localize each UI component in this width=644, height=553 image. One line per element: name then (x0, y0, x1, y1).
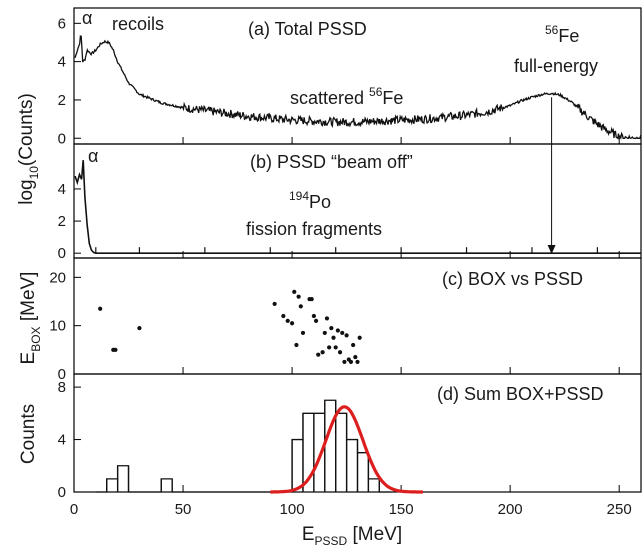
panel-b-ytick-label: 4 (58, 181, 66, 198)
panel-c-scatter-point (296, 294, 301, 299)
scattered-mass-number: 56 (369, 85, 383, 99)
panel-b-spectrum-line (74, 160, 641, 254)
panel-b-title: (b) PSSD “beam off” (250, 152, 413, 172)
ylabel-log-base: 10 (27, 166, 41, 180)
panel-a-recoils-label: recoils (112, 14, 164, 34)
panel-c-scatter-point (320, 350, 325, 355)
x-tick-label: 50 (175, 501, 192, 518)
panel-a-title: (a) Total PSSD (248, 19, 367, 39)
panel-b-title-main: (b) PSSD (250, 152, 331, 172)
po-mass-number: 194 (289, 189, 309, 203)
ylabel-mev: [MeV] (18, 272, 39, 327)
panel-a-ytick-label: 4 (58, 54, 66, 71)
panel-c-scatter-point (292, 289, 297, 294)
xlabel-e: E (302, 524, 315, 545)
panel-a-spectrum-line (74, 35, 642, 141)
ylabel-box-sub: BOX (29, 326, 43, 351)
panel-c-scatter-point (329, 325, 334, 331)
panel-c-scatter-point (348, 359, 354, 365)
panel-c-scatter-point (300, 330, 306, 336)
panel-c-ytick-label: 20 (49, 269, 66, 286)
panel-c-scatter-point (298, 304, 303, 309)
x-tick-label: 100 (280, 501, 305, 518)
panel-a-alpha-label: α (82, 8, 92, 28)
panel-b-ytick-label: 0 (58, 245, 66, 262)
panel-a-fe-label: 56Fe (545, 23, 579, 46)
panel-b-ytick-label: 2 (58, 213, 66, 230)
panel-b-alpha-label: α (88, 146, 98, 166)
panel-c-scatter-point (285, 318, 290, 323)
panel-c-scatter-point (335, 328, 340, 333)
scattered-element: Fe (382, 88, 403, 108)
panel-c-scatter-point (309, 296, 314, 302)
x-tick-label: 250 (607, 501, 632, 518)
panel-d-ytick-label: 0 (58, 484, 66, 501)
panel-c-scatter-point (331, 335, 336, 340)
panel-c-scatter-point (327, 345, 332, 350)
ylabel-counts: (Counts) (16, 93, 37, 166)
panel-c-scatter-point (281, 313, 286, 319)
ylabel-e: E (18, 352, 39, 365)
panel-c-scatter-point (357, 335, 362, 340)
panel-d-ytick-label: 4 (58, 432, 66, 449)
x-tick-label: 200 (498, 501, 523, 518)
panel-c-scatter-point (113, 347, 118, 352)
panel-d-y-axis-label: Counts (18, 404, 39, 464)
panel-b-fission-label: fission fragments (246, 219, 382, 239)
panel-a-scattered-label: scattered 56Fe (290, 85, 403, 108)
panel-c-scatter-point (294, 342, 299, 348)
panel-c-scatter-point (316, 352, 321, 357)
panel-d-ytick-label: 8 (58, 379, 66, 396)
marker-arrow-head (547, 245, 556, 254)
panel-c-scatter-point (98, 306, 103, 311)
panel-a-ytick-label: 6 (58, 15, 66, 32)
fe-mass-number: 56 (545, 23, 559, 37)
x-axis-label: EPSSD [MeV] (302, 524, 402, 548)
panel-b-po-label: 194Po (289, 189, 331, 212)
x-tick-label: 150 (389, 501, 414, 518)
panel-c-scatter-point (355, 359, 360, 365)
scattered-text: scattered (290, 88, 369, 108)
panel-c-scatter-point (351, 342, 356, 348)
panel-c-scatter-point (272, 301, 277, 307)
panel-d-title: (d) Sum BOX+PSSD (437, 384, 604, 404)
panel-b-title-quoted: “beam off” (331, 152, 413, 172)
panel-c-scatter-point (322, 330, 327, 336)
x-tick-label: 0 (70, 501, 78, 518)
panel-c-scatter-point (353, 354, 358, 360)
po-element: Po (309, 192, 331, 212)
panel-a-ytick-label: 0 (58, 130, 66, 147)
panel-c-scatter-point (340, 330, 345, 336)
panel-d-histogram (95, 399, 391, 493)
panel-c-ytick-label: 10 (49, 318, 66, 335)
panel-c-y-axis-label: EBOX [MeV] (18, 272, 43, 365)
panel-c-scatter-point (137, 325, 142, 331)
ylabel-log: log (16, 179, 37, 204)
panel-a-ytick-label: 2 (58, 92, 66, 109)
panel-c-scatter-point (337, 350, 343, 355)
panel-c-scatter-point (313, 318, 319, 323)
panel-ab-y-axis-label: log10(Counts) (16, 93, 41, 205)
fe-element: Fe (558, 26, 579, 46)
panel-c-scatter-point (289, 321, 295, 326)
panel-d-gaussian-fit (270, 405, 423, 494)
panel-c-ytick-label: 0 (58, 366, 66, 383)
panel-c-scatter-point (324, 316, 330, 321)
panel-c-scatter-point (342, 359, 347, 365)
xlabel-unit: [MeV] (347, 524, 402, 545)
panel-c-scatter-point (333, 345, 338, 350)
panel-a-full-energy-label: full-energy (514, 56, 598, 76)
panel-c-scatter-point (311, 313, 316, 319)
panel-c-title: (c) BOX vs PSSD (442, 269, 583, 289)
xlabel-pssd-sub: PSSD (315, 534, 348, 548)
panel-c-scatter-point (344, 333, 349, 338)
